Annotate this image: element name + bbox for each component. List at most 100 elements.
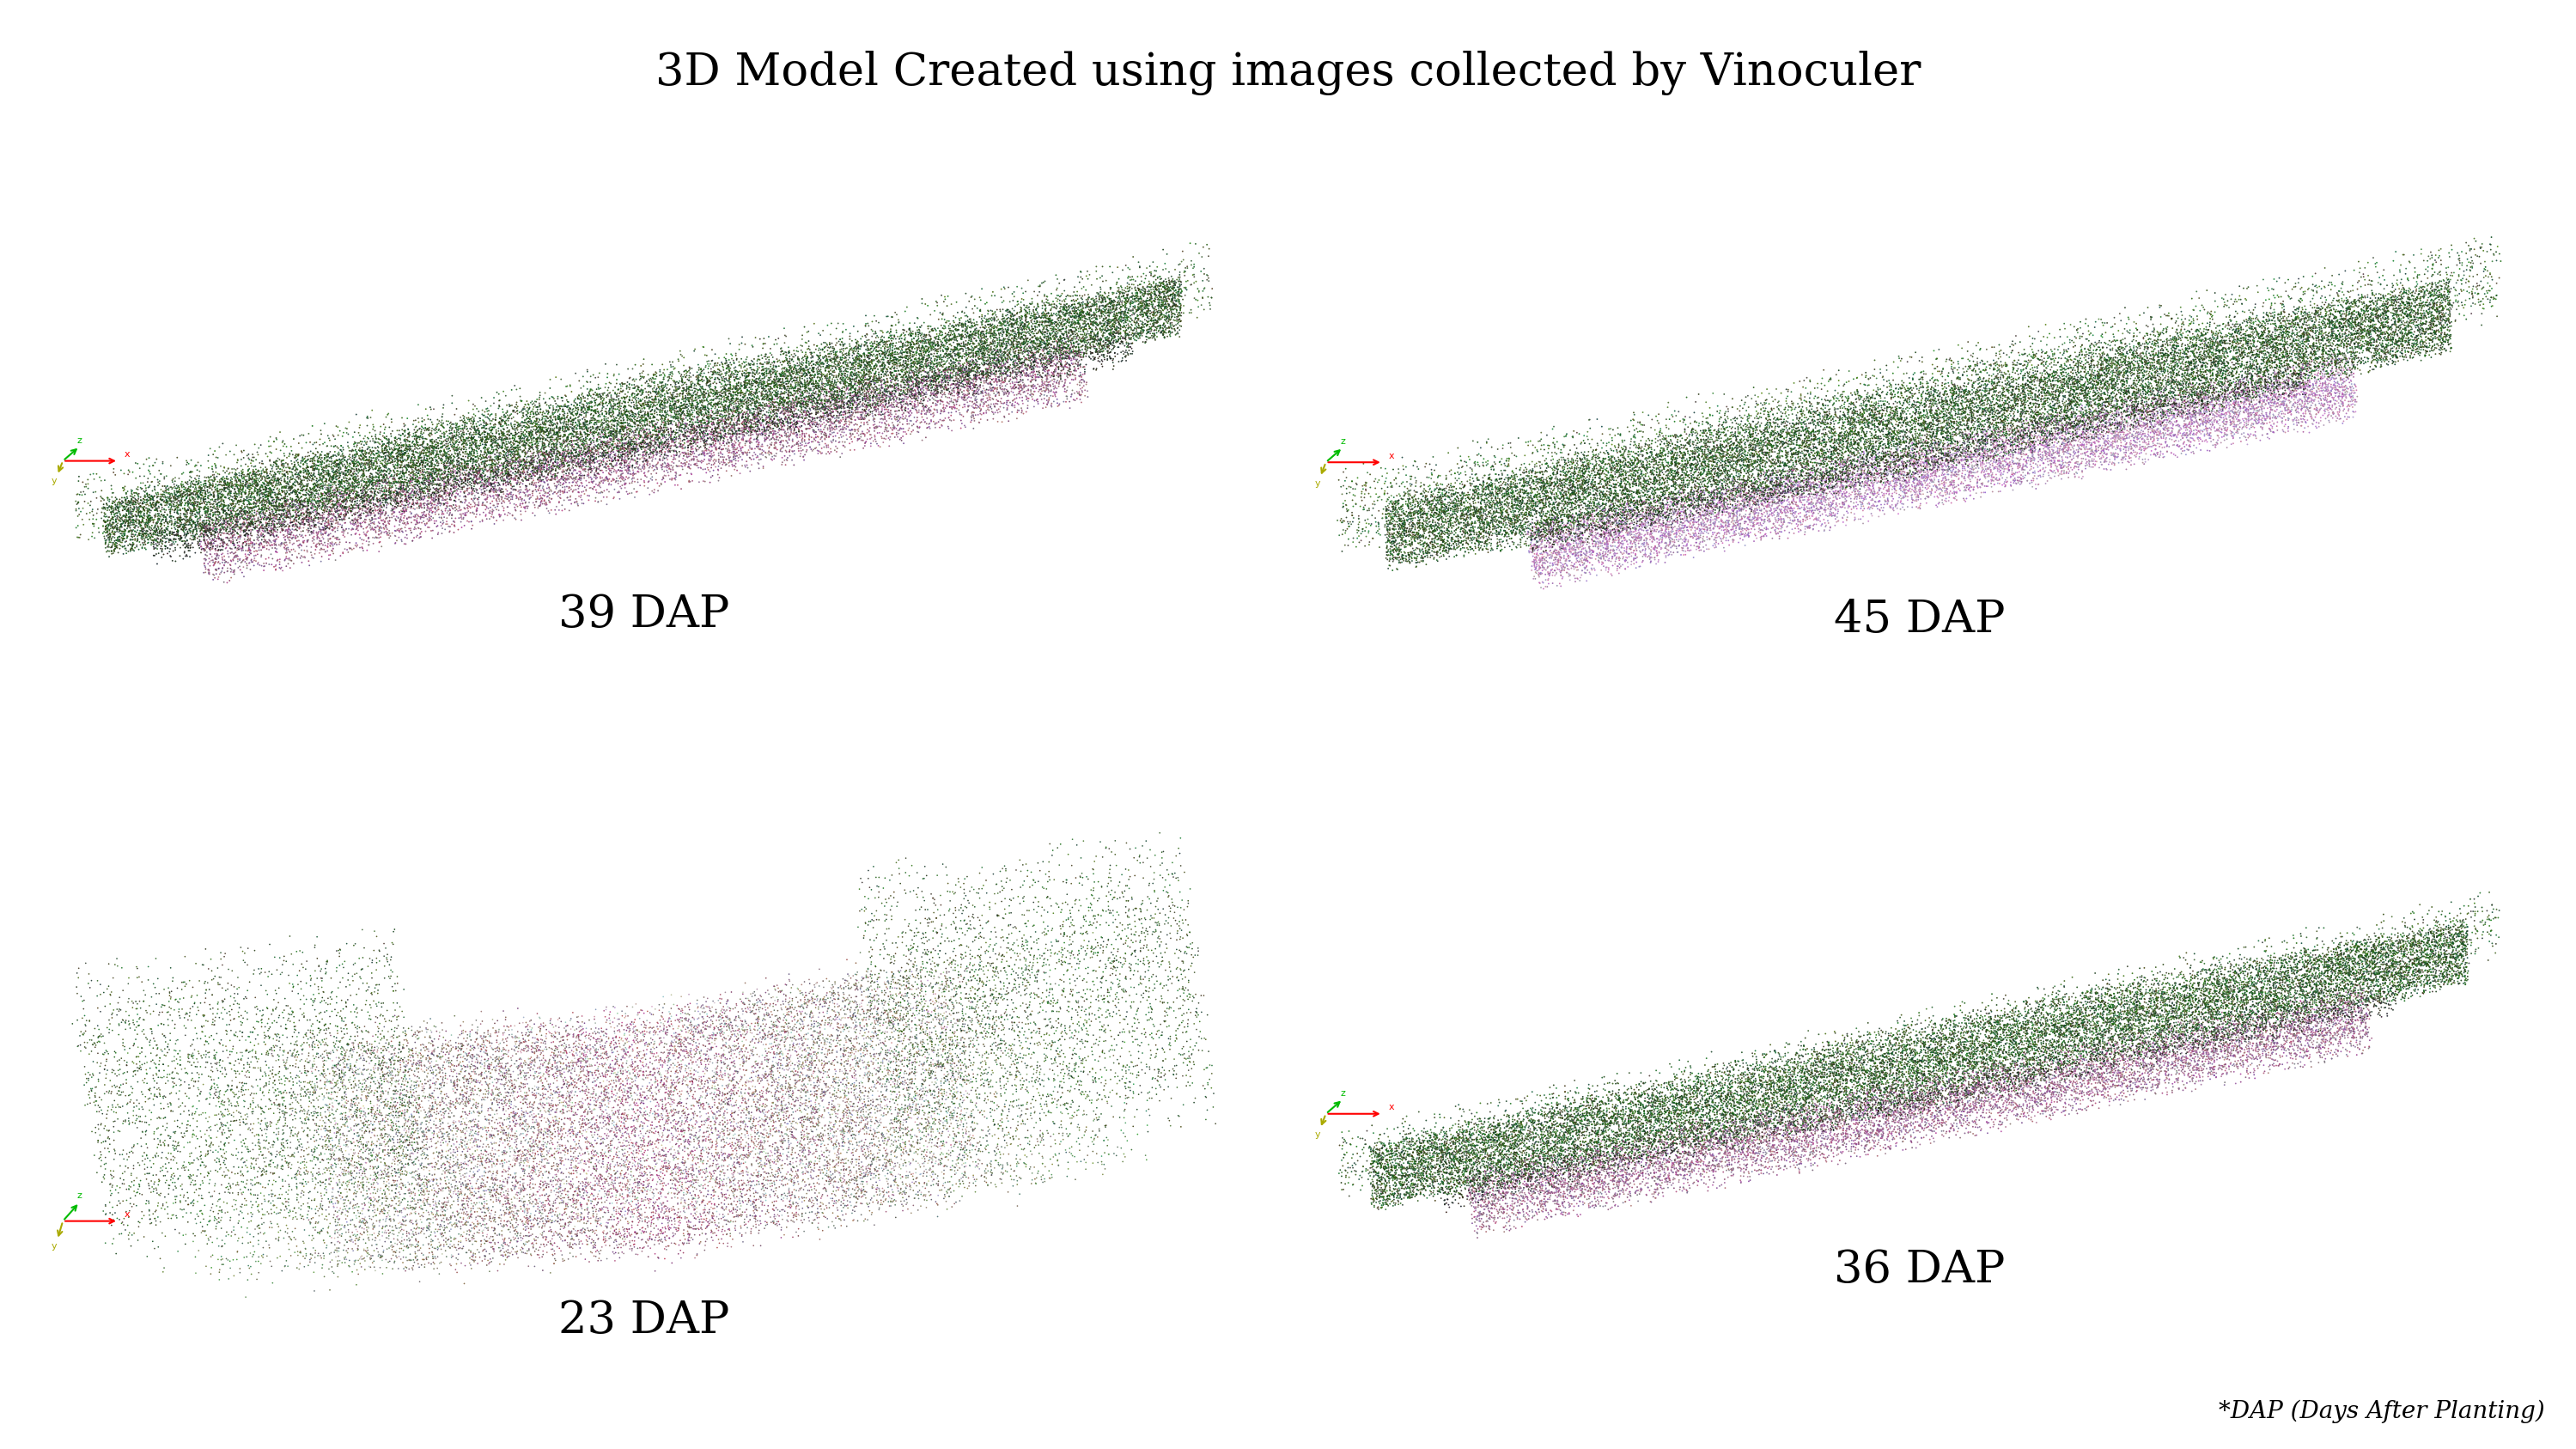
- Point: [711, 377, 752, 400]
- Point: [2141, 1019, 2182, 1042]
- Point: [523, 1074, 564, 1097]
- Point: [2197, 1032, 2239, 1055]
- Point: [350, 501, 392, 525]
- Point: [878, 1072, 920, 1095]
- Point: [464, 1232, 505, 1255]
- Point: [1499, 1156, 1540, 1179]
- Point: [2164, 1023, 2205, 1046]
- Point: [1906, 426, 1947, 449]
- Point: [332, 933, 374, 956]
- Point: [2383, 968, 2424, 991]
- Point: [1880, 1061, 1922, 1084]
- Point: [739, 397, 781, 420]
- Point: [2254, 1035, 2295, 1058]
- Point: [1981, 436, 2022, 459]
- Point: [415, 1120, 456, 1143]
- Point: [1667, 523, 1708, 546]
- Point: [1752, 472, 1793, 496]
- Point: [2195, 381, 2236, 404]
- Point: [2179, 1049, 2221, 1072]
- Point: [350, 982, 392, 1006]
- Point: [829, 378, 871, 401]
- Point: [971, 378, 1012, 401]
- Point: [2347, 948, 2388, 971]
- Point: [1705, 523, 1747, 546]
- Point: [1610, 433, 1651, 456]
- Point: [943, 898, 984, 922]
- Point: [1128, 1081, 1170, 1104]
- Point: [2115, 390, 2156, 413]
- Point: [1646, 480, 1687, 503]
- Point: [2174, 1027, 2215, 1051]
- Point: [2192, 968, 2233, 991]
- Point: [350, 1065, 392, 1088]
- Point: [866, 413, 907, 436]
- Point: [541, 487, 582, 510]
- Point: [1739, 1135, 1780, 1158]
- Point: [1852, 1122, 1893, 1145]
- Point: [770, 356, 811, 380]
- Point: [1458, 500, 1499, 523]
- Point: [2226, 987, 2267, 1010]
- Point: [953, 343, 994, 367]
- Point: [1574, 504, 1615, 527]
- Point: [1023, 1043, 1064, 1066]
- Point: [1610, 1106, 1651, 1129]
- Point: [1965, 462, 2007, 485]
- Point: [1041, 1020, 1082, 1043]
- Point: [1414, 1169, 1455, 1193]
- Point: [2022, 1082, 2063, 1106]
- Point: [1540, 1126, 1582, 1149]
- Point: [1901, 1011, 1942, 1035]
- Point: [1151, 891, 1193, 914]
- Point: [2020, 1048, 2061, 1071]
- Point: [1373, 548, 1414, 571]
- Point: [1989, 390, 2030, 413]
- Point: [1937, 1033, 1978, 1056]
- Point: [2159, 1035, 2200, 1058]
- Point: [2213, 397, 2254, 420]
- Point: [1530, 1104, 1571, 1127]
- Point: [2053, 1030, 2094, 1053]
- Point: [1842, 406, 1883, 429]
- Point: [585, 1106, 626, 1129]
- Point: [2117, 343, 2159, 367]
- Point: [829, 335, 871, 358]
- Point: [1329, 475, 1370, 498]
- Point: [340, 526, 381, 549]
- Point: [734, 1174, 775, 1197]
- Point: [399, 1195, 440, 1219]
- Point: [2218, 317, 2259, 341]
- Point: [2143, 1030, 2184, 1053]
- Point: [1798, 1103, 1839, 1126]
- Point: [1504, 511, 1546, 535]
- Point: [1937, 367, 1978, 390]
- Point: [1731, 483, 1772, 506]
- Point: [773, 1110, 814, 1133]
- Point: [2347, 314, 2388, 338]
- Point: [1059, 312, 1100, 335]
- Point: [1662, 1087, 1703, 1110]
- Point: [456, 442, 497, 465]
- Point: [765, 397, 806, 420]
- Point: [1744, 423, 1785, 446]
- Point: [824, 364, 866, 387]
- Point: [1826, 1090, 1868, 1113]
- Point: [211, 549, 252, 572]
- Point: [1602, 510, 1643, 533]
- Point: [1718, 1116, 1759, 1139]
- Point: [1417, 1136, 1458, 1159]
- Point: [1947, 396, 1989, 419]
- Point: [1723, 1107, 1765, 1130]
- Point: [811, 1166, 853, 1190]
- Point: [1533, 520, 1574, 543]
- Point: [1090, 310, 1131, 333]
- Point: [1662, 1084, 1703, 1107]
- Point: [355, 448, 397, 471]
- Point: [1597, 530, 1638, 554]
- Point: [1613, 467, 1654, 490]
- Point: [526, 459, 567, 483]
- Point: [572, 456, 613, 480]
- Point: [1538, 525, 1579, 548]
- Point: [75, 1032, 116, 1055]
